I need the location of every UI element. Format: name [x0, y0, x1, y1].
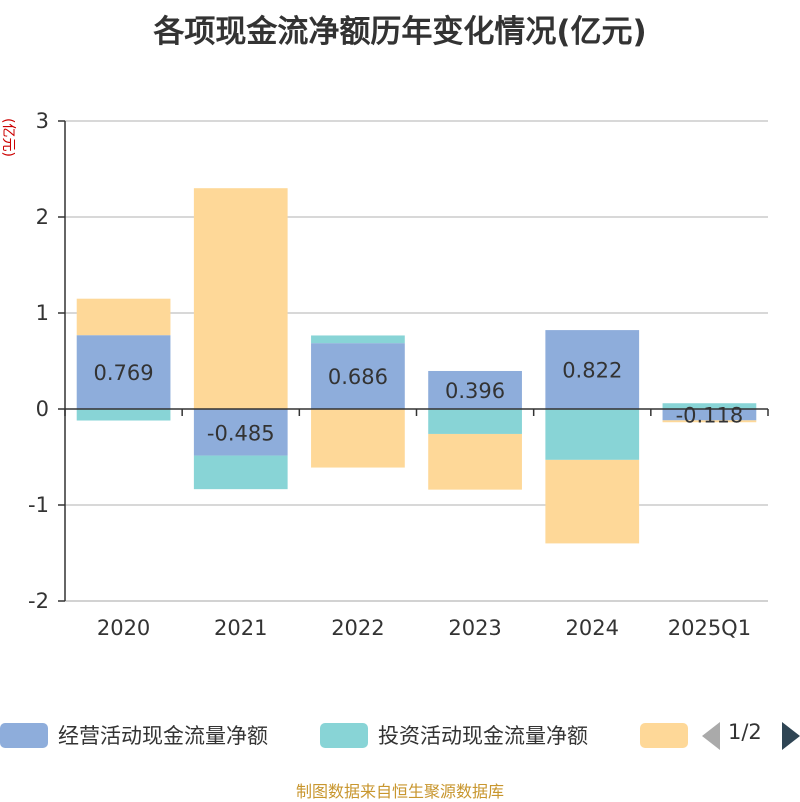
- bar-third-2023: [428, 433, 522, 490]
- bar-operating-2022: [311, 343, 405, 409]
- bar-investing-2022: [311, 335, 405, 344]
- bars: [76, 188, 757, 544]
- x-tick-label-2021: 2021: [214, 616, 267, 640]
- chart-plot: -2 -1 0 1 2 3 2020 2021 2022 2023 2024 2025Q1 0.769…: [0, 109, 769, 640]
- data-label-2021: -0.485: [207, 421, 275, 445]
- y-axis-unit-label: (亿元): [0, 118, 16, 157]
- legend-swatch-third-series: [640, 723, 688, 748]
- bar-third-2021: [193, 188, 288, 409]
- data-label-2024: 0.822: [562, 359, 622, 383]
- bar-operating-2020: [76, 335, 171, 409]
- bar-operating-2023: [428, 370, 522, 409]
- y-tick-label: -1: [28, 493, 49, 517]
- bar-operating-2021: [193, 409, 288, 456]
- bar-third-2020: [76, 298, 171, 336]
- bar-third-2022: [311, 409, 405, 468]
- x-tick-label-2020: 2020: [97, 616, 150, 640]
- bar-third-2024: [545, 459, 640, 544]
- legend-next-page-icon[interactable]: [782, 722, 800, 750]
- bar-investing-2020: [76, 409, 171, 421]
- legend-swatch-operating: [0, 723, 48, 748]
- data-label-2020: 0.769: [94, 361, 154, 385]
- data-label-2025Q1: -0.118: [676, 404, 744, 428]
- y-tick-label: 3: [36, 109, 49, 133]
- legend: 经营活动现金流量净额 投资活动现金流量净额 1/2: [0, 718, 800, 752]
- y-tick-label: -2: [28, 589, 49, 613]
- data-source-note: 制图数据来自恒生聚源数据库: [295, 782, 504, 801]
- legend-swatch-investing: [320, 723, 368, 748]
- x-tick-label-2022: 2022: [331, 616, 384, 640]
- legend-prev-page-icon[interactable]: [702, 722, 720, 750]
- y-tick-label: 2: [36, 205, 49, 229]
- x-tick-label-2025Q1: 2025Q1: [668, 616, 751, 640]
- axes: -2 -1 0 1 2 3 2020 2021 2022 2023 2024 2025Q1: [28, 109, 769, 640]
- y-tick-label: 1: [36, 301, 49, 325]
- bar-investing-2024: [545, 409, 640, 460]
- bar-investing-2025Q1: [662, 403, 757, 409]
- data-labels: 0.769 -0.485 0.686 0.396 0.822 -0.118: [94, 359, 744, 446]
- data-label-2023: 0.396: [445, 379, 505, 403]
- bar-investing-2021: [193, 455, 288, 490]
- legend-label-operating: 经营活动现金流量净额: [58, 724, 268, 748]
- legend-label-investing: 投资活动现金流量净额: [378, 724, 588, 748]
- y-tick-label: 0: [36, 397, 49, 421]
- grid-lines: [65, 120, 768, 602]
- x-tick-label-2024: 2024: [566, 616, 619, 640]
- bar-third-2025Q1: [662, 420, 757, 423]
- bar-investing-2023: [428, 409, 522, 434]
- legend-page-indicator: 1/2: [728, 720, 762, 744]
- chart-title: 各项现金流净额历年变化情况(亿元): [153, 14, 647, 50]
- data-label-2022: 0.686: [328, 365, 388, 389]
- bar-operating-2025Q1: [662, 409, 757, 421]
- bar-operating-2024: [545, 330, 640, 409]
- x-tick-label-2023: 2023: [448, 616, 501, 640]
